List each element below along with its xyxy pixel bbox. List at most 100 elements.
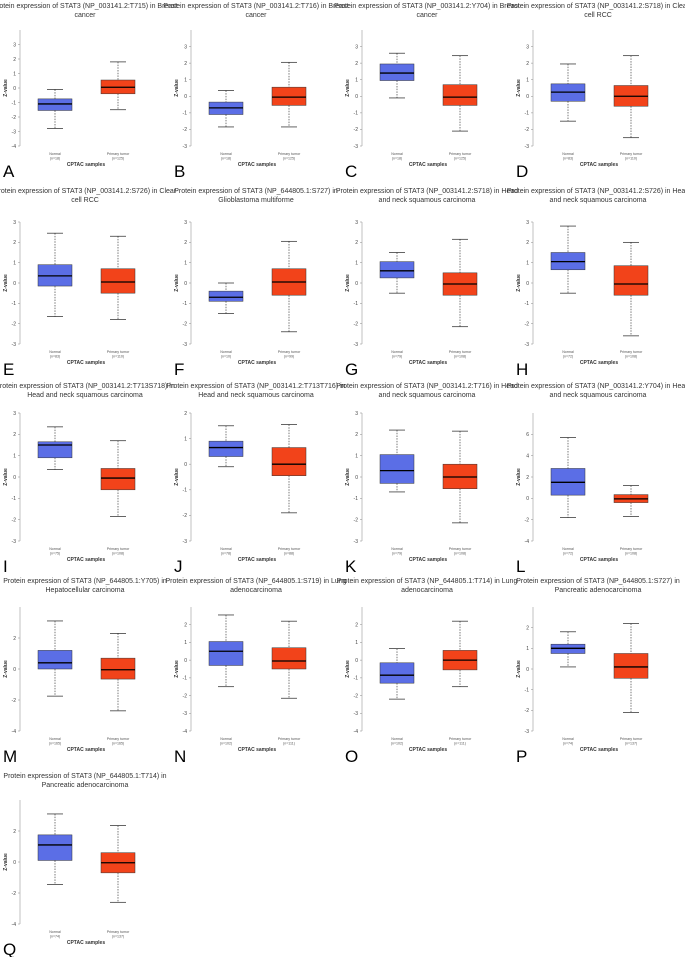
- y-tick-label: 3: [355, 220, 358, 226]
- y-axis-label: Z-value: [345, 468, 351, 486]
- category-sample-count: (n=108): [625, 552, 638, 556]
- chart-title-line-2: cancer: [74, 12, 96, 19]
- y-tick-label: 3: [184, 220, 187, 226]
- chart-panel-g: Protein expression of STAT3 (NP_003141.2…: [336, 188, 518, 379]
- chart-title-line-1: Protein expression of STAT3 (NP_644805.1…: [165, 578, 346, 585]
- chart-title-line-2: adenocarcinoma: [230, 587, 282, 594]
- y-axis-label: Z-value: [345, 274, 351, 292]
- category-sample-count: (n=78): [221, 552, 232, 556]
- panel-letter: J: [174, 557, 183, 576]
- panel-letter: D: [516, 162, 528, 181]
- tumor-box: [442, 84, 478, 106]
- x-axis-label: CPTAC samples: [238, 747, 276, 753]
- x-axis-label: CPTAC samples: [67, 557, 105, 563]
- y-tick-label: 0: [184, 462, 187, 468]
- chart-title-line-2: Head and neck squamous carcinoma: [198, 392, 314, 399]
- chart-title-line-2: and neck squamous carcinoma: [550, 392, 647, 399]
- y-tick-label: 3: [526, 44, 529, 50]
- x-axis-label: CPTAC samples: [67, 747, 105, 753]
- y-tick-label: -4: [12, 729, 17, 735]
- category-label: Normal: [49, 152, 61, 156]
- y-tick-label: 0: [13, 667, 16, 673]
- chart-panel-c: Protein expression of STAT3 (NP_003141.2…: [334, 3, 520, 181]
- chart-title-line-2: and neck squamous carcinoma: [379, 392, 476, 399]
- y-tick-label: 2: [13, 57, 16, 63]
- chart-title-line-2: cell RCC: [71, 197, 99, 204]
- x-axis-label: CPTAC samples: [409, 747, 447, 753]
- y-tick-label: -3: [12, 129, 17, 135]
- y-tick-label: -2: [183, 513, 188, 519]
- category-label: Primary tumor: [278, 350, 301, 354]
- y-tick-label: -2: [183, 127, 188, 133]
- x-axis-label: CPTAC samples: [580, 557, 618, 563]
- y-tick-label: -1: [183, 301, 188, 307]
- y-axis-label: Z-value: [3, 853, 9, 871]
- panel-letter: F: [174, 360, 184, 379]
- y-tick-label: 2: [526, 61, 529, 67]
- normal-box: [37, 441, 73, 459]
- panel-letter: M: [3, 747, 17, 766]
- y-tick-label: 2: [355, 240, 358, 246]
- y-tick-label: -3: [354, 539, 359, 545]
- y-axis-label: Z-value: [516, 79, 522, 97]
- y-tick-label: -1: [12, 496, 17, 502]
- x-axis-label: CPTAC samples: [67, 940, 105, 946]
- y-tick-label: 3: [355, 44, 358, 50]
- y-axis-label: Z-value: [3, 79, 9, 97]
- y-tick-label: 1: [184, 436, 187, 442]
- x-axis-label: CPTAC samples: [409, 557, 447, 563]
- category-label: Primary tumor: [620, 737, 643, 741]
- category-label: Normal: [562, 152, 574, 156]
- category-sample-count: (n=79): [392, 552, 403, 556]
- y-tick-label: -2: [12, 698, 17, 704]
- chart-title-line-1: Protein expression of STAT3 (NP_644805.1…: [174, 188, 338, 195]
- y-tick-label: 4: [526, 453, 529, 459]
- normal-box: [379, 261, 415, 279]
- panel-letter: Q: [3, 940, 16, 957]
- y-tick-label: 0: [355, 475, 358, 481]
- category-sample-count: (n=108): [112, 552, 125, 556]
- chart-title-line-1: Protein expression of STAT3 (NP_003141.2…: [166, 383, 345, 390]
- chart-title-line-2: Pancreatic adenocarcinoma: [555, 587, 642, 594]
- chart-panel-o: Protein expression of STAT3 (NP_644805.1…: [337, 578, 518, 766]
- category-sample-count: (n=111): [454, 742, 466, 746]
- category-label: Primary tumor: [620, 350, 643, 354]
- category-label: Primary tumor: [107, 152, 130, 156]
- y-tick-label: 1: [526, 646, 529, 652]
- y-tick-label: 0: [184, 281, 187, 287]
- y-tick-label: 1: [184, 78, 187, 84]
- category-sample-count: (n=83): [50, 355, 61, 359]
- panel-letter: G: [345, 360, 358, 379]
- y-tick-label: 1: [13, 260, 16, 266]
- panel-letter: O: [345, 747, 358, 766]
- category-sample-count: (n=72): [563, 355, 574, 359]
- category-label: Normal: [220, 737, 232, 741]
- panel-letter: I: [3, 557, 8, 576]
- chart-panel-l: Protein expression of STAT3 (NP_003141.2…: [507, 383, 685, 576]
- y-tick-label: -4: [12, 922, 17, 928]
- category-sample-count: (n=99): [284, 355, 295, 359]
- y-tick-label: 0: [526, 94, 529, 100]
- category-label: Primary tumor: [449, 737, 472, 741]
- x-axis-label: CPTAC samples: [409, 162, 447, 168]
- y-tick-label: 0: [13, 281, 16, 287]
- y-tick-label: 0: [184, 658, 187, 664]
- y-tick-label: 3: [13, 411, 16, 417]
- category-label: Normal: [391, 737, 403, 741]
- tumor-box: [271, 647, 307, 670]
- chart-title-line-1: Protein expression of STAT3 (NP_644805.1…: [337, 578, 518, 585]
- category-sample-count: (n=18): [50, 157, 61, 161]
- chart-title-line-2: and neck squamous carcinoma: [550, 197, 647, 204]
- y-tick-label: -3: [525, 729, 530, 735]
- y-tick-label: -2: [12, 517, 17, 523]
- y-tick-label: -2: [354, 693, 359, 699]
- y-axis-label: Z-value: [345, 79, 351, 97]
- panel-letter: N: [174, 747, 186, 766]
- y-tick-label: -1: [354, 301, 359, 307]
- y-tick-label: 1: [13, 453, 16, 459]
- panel-letter: E: [3, 360, 14, 379]
- x-axis-label: CPTAC samples: [409, 360, 447, 366]
- y-tick-label: 0: [355, 94, 358, 100]
- category-label: Primary tumor: [449, 350, 472, 354]
